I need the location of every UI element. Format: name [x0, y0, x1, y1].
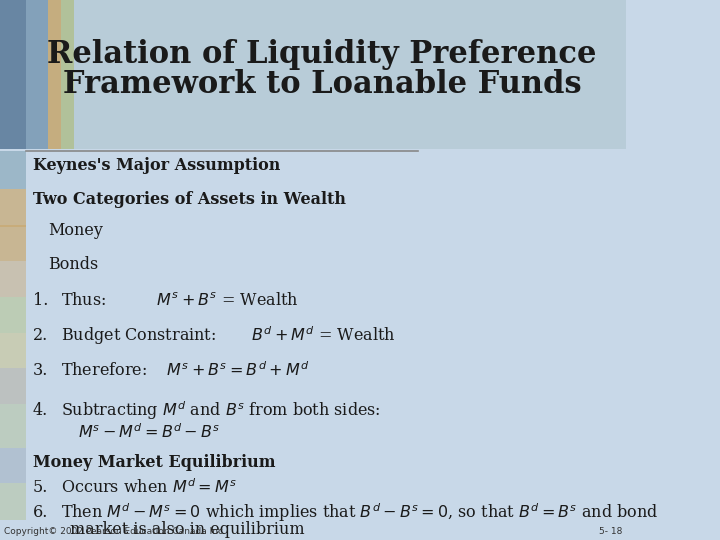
FancyBboxPatch shape [61, 0, 74, 150]
FancyBboxPatch shape [0, 0, 626, 538]
Text: 5- 18: 5- 18 [599, 526, 622, 536]
FancyBboxPatch shape [0, 0, 626, 150]
Text: $M^s - M^d = B^d - B^s$: $M^s - M^d = B^d - B^s$ [78, 424, 220, 442]
Text: Copyright© 2002 Pearson Education Canada Inc.: Copyright© 2002 Pearson Education Canada… [4, 526, 226, 536]
FancyBboxPatch shape [0, 296, 26, 333]
FancyBboxPatch shape [0, 333, 26, 368]
FancyBboxPatch shape [0, 448, 26, 483]
FancyBboxPatch shape [0, 261, 26, 296]
Text: Keynes's Major Assumption: Keynes's Major Assumption [33, 157, 280, 174]
Text: 2.: 2. [33, 327, 48, 344]
Text: Subtracting $M^d$ and $B^s$ from both sides:: Subtracting $M^d$ and $B^s$ from both si… [61, 399, 381, 422]
Text: Budget Constraint:       $B^d + M^d$ = Wealth: Budget Constraint: $B^d + M^d$ = Wealth [61, 324, 395, 347]
Text: Occurs when $M^d = M^s$: Occurs when $M^d = M^s$ [61, 478, 237, 497]
Text: Money Market Equilibrium: Money Market Equilibrium [33, 455, 276, 471]
Text: market is also in equilibrium: market is also in equilibrium [70, 521, 305, 538]
FancyBboxPatch shape [0, 483, 26, 519]
Text: 6.: 6. [33, 504, 48, 521]
Text: Money: Money [48, 222, 103, 240]
Text: 1.: 1. [33, 292, 48, 309]
FancyBboxPatch shape [0, 151, 26, 189]
FancyBboxPatch shape [0, 404, 26, 448]
Text: 3.: 3. [33, 362, 48, 379]
FancyBboxPatch shape [0, 368, 26, 404]
FancyBboxPatch shape [0, 225, 26, 261]
FancyBboxPatch shape [0, 189, 26, 227]
Text: 5.: 5. [33, 480, 48, 496]
Text: Thus:          $M^s + B^s$ = Wealth: Thus: $M^s + B^s$ = Wealth [61, 292, 298, 309]
Text: Framework to Loanable Funds: Framework to Loanable Funds [63, 69, 581, 100]
Text: 4.: 4. [33, 402, 48, 418]
Text: Two Categories of Assets in Wealth: Two Categories of Assets in Wealth [33, 191, 346, 208]
FancyBboxPatch shape [48, 0, 61, 150]
FancyBboxPatch shape [0, 0, 26, 150]
Text: Bonds: Bonds [48, 256, 98, 273]
Text: Then $M^d - M^s = 0$ which implies that $B^d - B^s = 0$, so that $B^d = B^s$ and: Then $M^d - M^s = 0$ which implies that … [61, 502, 658, 524]
Text: Therefore:    $M^s + B^s = B^d + M^d$: Therefore: $M^s + B^s = B^d + M^d$ [61, 361, 309, 380]
Text: Relation of Liquidity Preference: Relation of Liquidity Preference [47, 39, 597, 70]
FancyBboxPatch shape [26, 0, 48, 150]
